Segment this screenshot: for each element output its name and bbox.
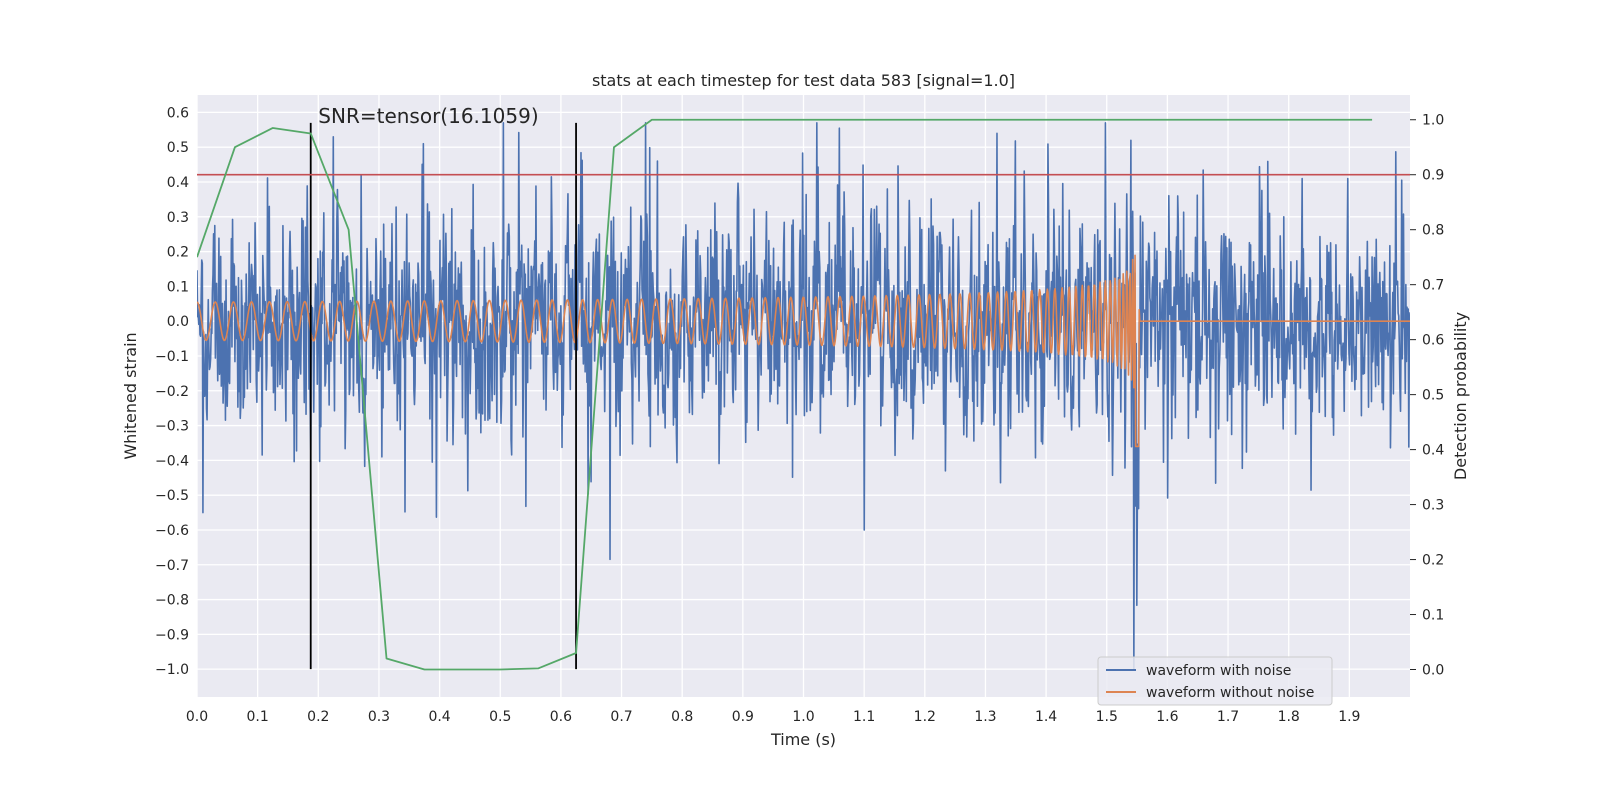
y-right-tick-label: 0.6 bbox=[1422, 333, 1444, 349]
y-left-tick-label: 0.3 bbox=[167, 210, 189, 226]
series-waveform-with-noise bbox=[197, 122, 1410, 670]
x-tick-label: 1.7 bbox=[1217, 709, 1239, 725]
x-tick-label: 1.6 bbox=[1156, 709, 1178, 725]
grid bbox=[196, 95, 1410, 697]
y-right-tick-label: 1.0 bbox=[1422, 113, 1444, 129]
y-left-tick-label: −0.7 bbox=[155, 558, 189, 574]
y-axis-left: 0.6 0.5 0.4 0.3 0.2 0.1 0.0 −0.1 −0.2 −0.3 −0.4 −0.… bbox=[155, 105, 189, 678]
y-right-tick-label: 0.4 bbox=[1422, 443, 1444, 459]
y-left-tick-label: −0.9 bbox=[155, 627, 189, 643]
y-left-tick-label: −0.6 bbox=[155, 523, 189, 539]
x-tick-label: 0.6 bbox=[550, 709, 572, 725]
y-axis-left-title: Whitened strain bbox=[121, 332, 140, 459]
y-left-tick-label: −0.2 bbox=[155, 384, 189, 400]
series-layer bbox=[197, 118, 1410, 671]
legend-label-waveform-with-noise: waveform with noise bbox=[1146, 663, 1291, 679]
series-waveform-without-noise bbox=[197, 254, 1410, 448]
y-left-tick-label: 0.2 bbox=[167, 245, 189, 261]
y-right-tick-label: 0.2 bbox=[1422, 553, 1444, 569]
x-tick-label: 0.1 bbox=[247, 709, 269, 725]
x-tick-label: 0.4 bbox=[428, 709, 450, 725]
y-left-tick-label: 0.4 bbox=[167, 175, 189, 191]
y-left-tick-label: −0.1 bbox=[155, 349, 189, 365]
x-tick-label: 1.8 bbox=[1278, 709, 1300, 725]
legend-label-waveform-without-noise: waveform without noise bbox=[1146, 685, 1314, 701]
x-tick-label: 0.7 bbox=[610, 709, 632, 725]
y-right-tick-label: 0.0 bbox=[1422, 663, 1444, 679]
x-tick-label: 1.5 bbox=[1096, 709, 1118, 725]
x-tick-label: 1.3 bbox=[974, 709, 996, 725]
y-left-tick-label: −1.0 bbox=[155, 662, 189, 678]
y-left-tick-label: 0.6 bbox=[167, 105, 189, 121]
y-left-tick-label: 0.5 bbox=[167, 140, 189, 156]
x-tick-label: 0.5 bbox=[489, 709, 511, 725]
y-left-tick-label: −0.4 bbox=[155, 453, 189, 469]
legend-box bbox=[1097, 656, 1333, 706]
y-right-tick-label: 0.7 bbox=[1422, 278, 1444, 294]
y-left-tick-label: 0.0 bbox=[167, 314, 189, 330]
y-right-tick-label: 0.1 bbox=[1422, 608, 1444, 624]
snr-annotation: SNR=tensor(16.1059) bbox=[318, 104, 538, 128]
y-left-tick-label: −0.3 bbox=[155, 419, 189, 435]
y-right-tick-label: 0.3 bbox=[1422, 498, 1444, 514]
y-axis-right-title: Detection probability bbox=[1451, 312, 1470, 480]
y-right-tick-label: 0.9 bbox=[1422, 168, 1444, 184]
x-axis: 0.0 0.1 0.2 0.3 0.4 0.5 0.6 0.7 0.8 0.9 1.0 1.1 1.2 1… bbox=[186, 709, 1361, 725]
legend: waveform with noise waveform without noi… bbox=[1097, 656, 1333, 706]
chart-title: stats at each timestep for test data 583… bbox=[592, 71, 1015, 90]
y-axis-right: 1.0 0.9 0.8 0.7 0.6 0.5 0.4 0.3 0.2 0.1 0.0 bbox=[1410, 113, 1444, 679]
x-tick-label: 1.9 bbox=[1338, 709, 1360, 725]
x-tick-label: 0.2 bbox=[307, 709, 329, 725]
x-tick-label: 1.0 bbox=[792, 709, 814, 725]
series-detection-probability bbox=[197, 118, 1373, 671]
x-axis-title: Time (s) bbox=[770, 730, 836, 749]
y-left-tick-label: 0.1 bbox=[167, 279, 189, 295]
x-tick-label: 1.1 bbox=[853, 709, 875, 725]
y-right-tick-label: 0.8 bbox=[1422, 223, 1444, 239]
x-tick-label: 0.9 bbox=[732, 709, 754, 725]
y-right-tick-label: 0.5 bbox=[1422, 388, 1444, 404]
x-tick-label: 0.0 bbox=[186, 709, 208, 725]
y-left-tick-label: −0.5 bbox=[155, 488, 189, 504]
x-tick-label: 0.3 bbox=[368, 709, 390, 725]
x-tick-label: 1.2 bbox=[914, 709, 936, 725]
x-tick-label: 1.4 bbox=[1035, 709, 1057, 725]
x-tick-label: 0.8 bbox=[671, 709, 693, 725]
y-left-tick-label: −0.8 bbox=[155, 593, 189, 609]
